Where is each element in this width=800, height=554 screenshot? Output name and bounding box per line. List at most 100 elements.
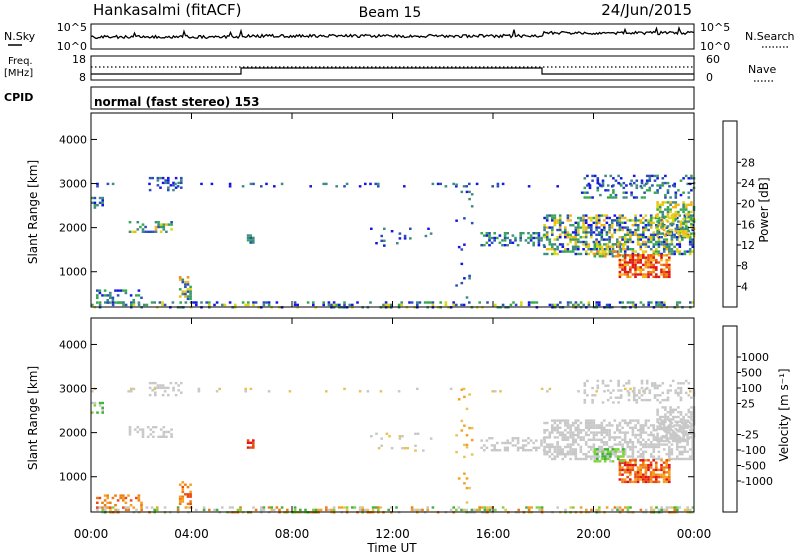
data-cell: [566, 421, 570, 425]
data-cell: [621, 480, 624, 484]
data-cell: [590, 419, 593, 422]
data-cell: [687, 411, 691, 414]
data-cell: [463, 395, 466, 399]
data-cell: [636, 468, 640, 472]
data-cell: [647, 466, 650, 469]
data-cell: [540, 508, 544, 512]
data-cell: [178, 495, 182, 498]
data-cell: [619, 177, 623, 180]
data-cell: [642, 453, 645, 456]
data-cell: [595, 301, 598, 304]
data-cell: [463, 424, 466, 427]
data-cell: [163, 390, 167, 393]
data-cell: [558, 219, 562, 222]
data-cell: [660, 506, 663, 509]
data-cell: [167, 223, 171, 226]
data-cell: [455, 185, 458, 188]
data-cell: [674, 218, 678, 221]
data-cell: [606, 384, 610, 387]
data-cell: [626, 466, 629, 469]
data-cell: [382, 303, 385, 307]
data-cell: [668, 506, 671, 509]
data-cell: [623, 270, 627, 274]
data-cell: [455, 434, 458, 437]
data-cell: [676, 301, 679, 304]
velocity-colorbar-label: Velocity [m s⁻¹]: [777, 368, 791, 461]
data-cell: [645, 386, 649, 390]
data-cell: [551, 243, 554, 246]
data-cell: [658, 208, 662, 211]
data-cell: [656, 420, 659, 423]
data-cell: [543, 245, 546, 248]
data-cell: [124, 303, 128, 307]
data-cell: [612, 389, 615, 392]
data-cell: [403, 185, 406, 188]
data-cell: [666, 439, 670, 443]
data-cell: [516, 244, 520, 247]
data-cell: [616, 252, 620, 256]
data-cell: [645, 398, 649, 402]
data-cell: [664, 439, 667, 443]
data-cell: [532, 446, 535, 449]
data-cell: [636, 438, 640, 441]
data-cell: [682, 206, 685, 209]
data-cell: [639, 455, 643, 458]
data-cell: [156, 508, 159, 512]
data-cell: [566, 426, 570, 429]
data-cell: [145, 303, 149, 307]
data-cell: [683, 448, 687, 451]
data-cell: [104, 301, 107, 304]
data-cell: [583, 382, 587, 385]
freq-label-2: [MHz]: [4, 68, 33, 79]
data-cell: [683, 252, 687, 256]
data-cell: [690, 432, 693, 435]
data-cell: [98, 506, 102, 509]
data-cell: [690, 425, 693, 428]
data-cell: [643, 196, 646, 199]
data-cell: [632, 394, 636, 397]
data-cell: [668, 448, 671, 451]
data-cell: [343, 506, 346, 509]
data-cell: [587, 226, 591, 229]
data-cell: [566, 301, 570, 304]
data-cell: [157, 435, 160, 438]
data-cell: [579, 236, 583, 239]
data-cell: [490, 437, 494, 440]
data-cell: [618, 508, 622, 512]
data-cell: [101, 199, 104, 202]
data-cell: [629, 441, 632, 444]
data-cell: [647, 263, 650, 267]
data-cell: [601, 455, 604, 458]
data-cell: [181, 292, 185, 296]
data-cell: [577, 429, 580, 432]
data-cell: [174, 381, 178, 385]
data-cell: [660, 254, 663, 257]
data-cell: [621, 263, 624, 267]
data-cell: [584, 243, 588, 246]
data-cell: [629, 268, 632, 271]
data-cell: [195, 301, 198, 304]
data-cell: [571, 433, 575, 437]
data-cell: [683, 445, 687, 449]
data-cell: [551, 248, 554, 251]
data-cell: [601, 252, 604, 256]
data-cell: [666, 220, 670, 223]
data-cell: [418, 508, 422, 512]
data-cell: [590, 426, 593, 429]
data-cell: [172, 188, 175, 192]
data-cell: [330, 508, 333, 512]
data-cell: [406, 447, 409, 450]
data-cell: [597, 231, 601, 234]
data-cell: [647, 468, 650, 472]
data-cell: [598, 450, 602, 453]
data-cell: [514, 239, 517, 242]
data-cell: [558, 433, 562, 437]
data-cell: [556, 426, 559, 429]
data-cell: [661, 222, 665, 226]
data-cell: [605, 443, 609, 446]
data-cell: [688, 236, 692, 239]
data-cell: [545, 219, 549, 222]
data-cell: [638, 396, 641, 399]
data-cell: [603, 214, 606, 217]
